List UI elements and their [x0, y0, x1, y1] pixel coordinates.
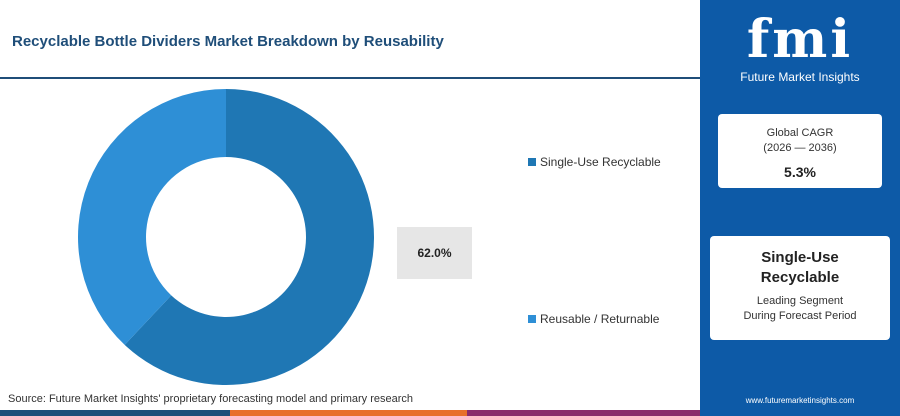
fmi-logo: fmi Future Market Insights [700, 9, 900, 85]
insights-sidebar: fmi Future Market Insights Global CAGR (… [700, 0, 900, 416]
accent-segment-blue [0, 410, 230, 416]
segment-name-line1: Single-Use [761, 249, 839, 266]
segment-name-line2: Recyclable [760, 269, 840, 286]
logo-tagline: Future Market Insights [740, 70, 860, 84]
legend-swatch-reusable [528, 315, 536, 323]
data-label-callout: 62.0% [397, 227, 472, 279]
accent-segment-purple [467, 410, 700, 416]
cagr-label-line1: Global CAGR [766, 127, 834, 139]
segment-name: Single-Use Recyclable [710, 248, 890, 288]
website-link[interactable]: www.futuremarketinsights.com [745, 396, 855, 405]
bottom-accent-bar [0, 410, 700, 416]
chart-panel: Recyclable Bottle Dividers Market Breakd… [0, 33, 700, 416]
slice-single-use-recyclable [124, 89, 374, 385]
legend-swatch-single-use [528, 158, 536, 166]
cagr-value: 5.3% [784, 164, 816, 180]
source-note: Source: Future Market Insights' propriet… [8, 393, 413, 405]
title-divider [0, 77, 700, 79]
legend-item-single-use: Single-Use Recyclable [528, 155, 661, 169]
logo-wordmark: fmi [746, 9, 854, 70]
cagr-card: Global CAGR (2026 — 2036) 5.3% [718, 114, 882, 188]
legend-label-reusable: Reusable / Returnable [540, 312, 660, 326]
cagr-label: Global CAGR (2026 — 2036) [718, 126, 882, 156]
legend-item-reusable: Reusable / Returnable [528, 312, 659, 326]
donut-chart [77, 89, 374, 385]
leading-segment-card: Single-Use Recyclable Leading Segment Du… [710, 236, 890, 340]
cagr-label-line2: (2026 — 2036) [763, 142, 837, 154]
chart-title: Recyclable Bottle Dividers Market Breakd… [12, 33, 444, 50]
accent-segment-orange [230, 410, 467, 416]
segment-desc-line1: Leading Segment [756, 295, 844, 307]
segment-description: Leading Segment During Forecast Period [710, 294, 890, 324]
slice-reusable-returnable [77, 89, 226, 345]
segment-desc-line2: During Forecast Period [743, 310, 857, 322]
legend-label-single-use: Single-Use Recyclable [540, 155, 661, 169]
